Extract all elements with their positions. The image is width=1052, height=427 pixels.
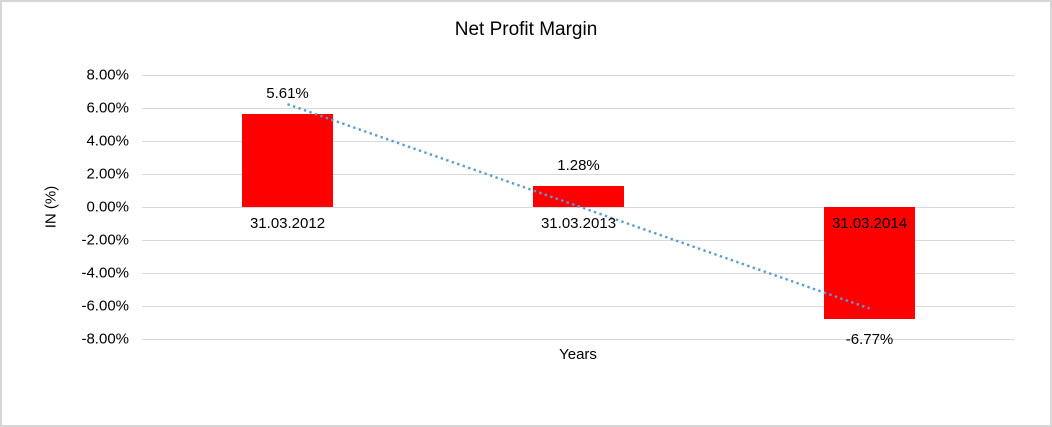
gridline (142, 174, 1015, 175)
y-axis-tick-label: 0.00% (86, 198, 129, 216)
y-axis-tick-label: 2.00% (86, 165, 129, 183)
category-label: 31.03.2013 (540, 215, 617, 232)
data-label: -6.77% (845, 330, 894, 348)
bar-31.03.2014[interactable] (824, 207, 915, 319)
gridline (142, 75, 1015, 76)
y-axis-tick-label: -8.00% (81, 330, 129, 348)
gridline (142, 339, 1015, 340)
y-axis-tick-label: -6.00% (81, 297, 129, 315)
gridline (142, 306, 1015, 307)
y-axis-tick-label: -2.00% (81, 231, 129, 249)
gridline (142, 240, 1015, 241)
category-label: 31.03.2012 (249, 215, 326, 232)
data-label: 5.61% (266, 85, 309, 103)
y-axis-tick-label: -4.00% (81, 264, 129, 282)
y-axis-tick-label: 8.00% (86, 66, 129, 84)
trendline-path[interactable] (287, 103, 870, 310)
x-axis-title: Years (559, 346, 597, 363)
chart-title: Net Profit Margin (454, 19, 598, 40)
bar-31.03.2012[interactable] (242, 114, 333, 207)
y-axis-tick-label: 4.00% (86, 132, 129, 150)
y-axis-tick-label: 6.00% (86, 99, 129, 117)
gridline (142, 273, 1015, 274)
y-axis-title: IN (%) (42, 185, 60, 229)
data-label: 1.28% (557, 156, 600, 174)
category-label: 31.03.2014 (831, 215, 908, 232)
gridline (142, 141, 1015, 142)
bar-31.03.2013[interactable] (533, 185, 624, 207)
gridline (142, 108, 1015, 109)
